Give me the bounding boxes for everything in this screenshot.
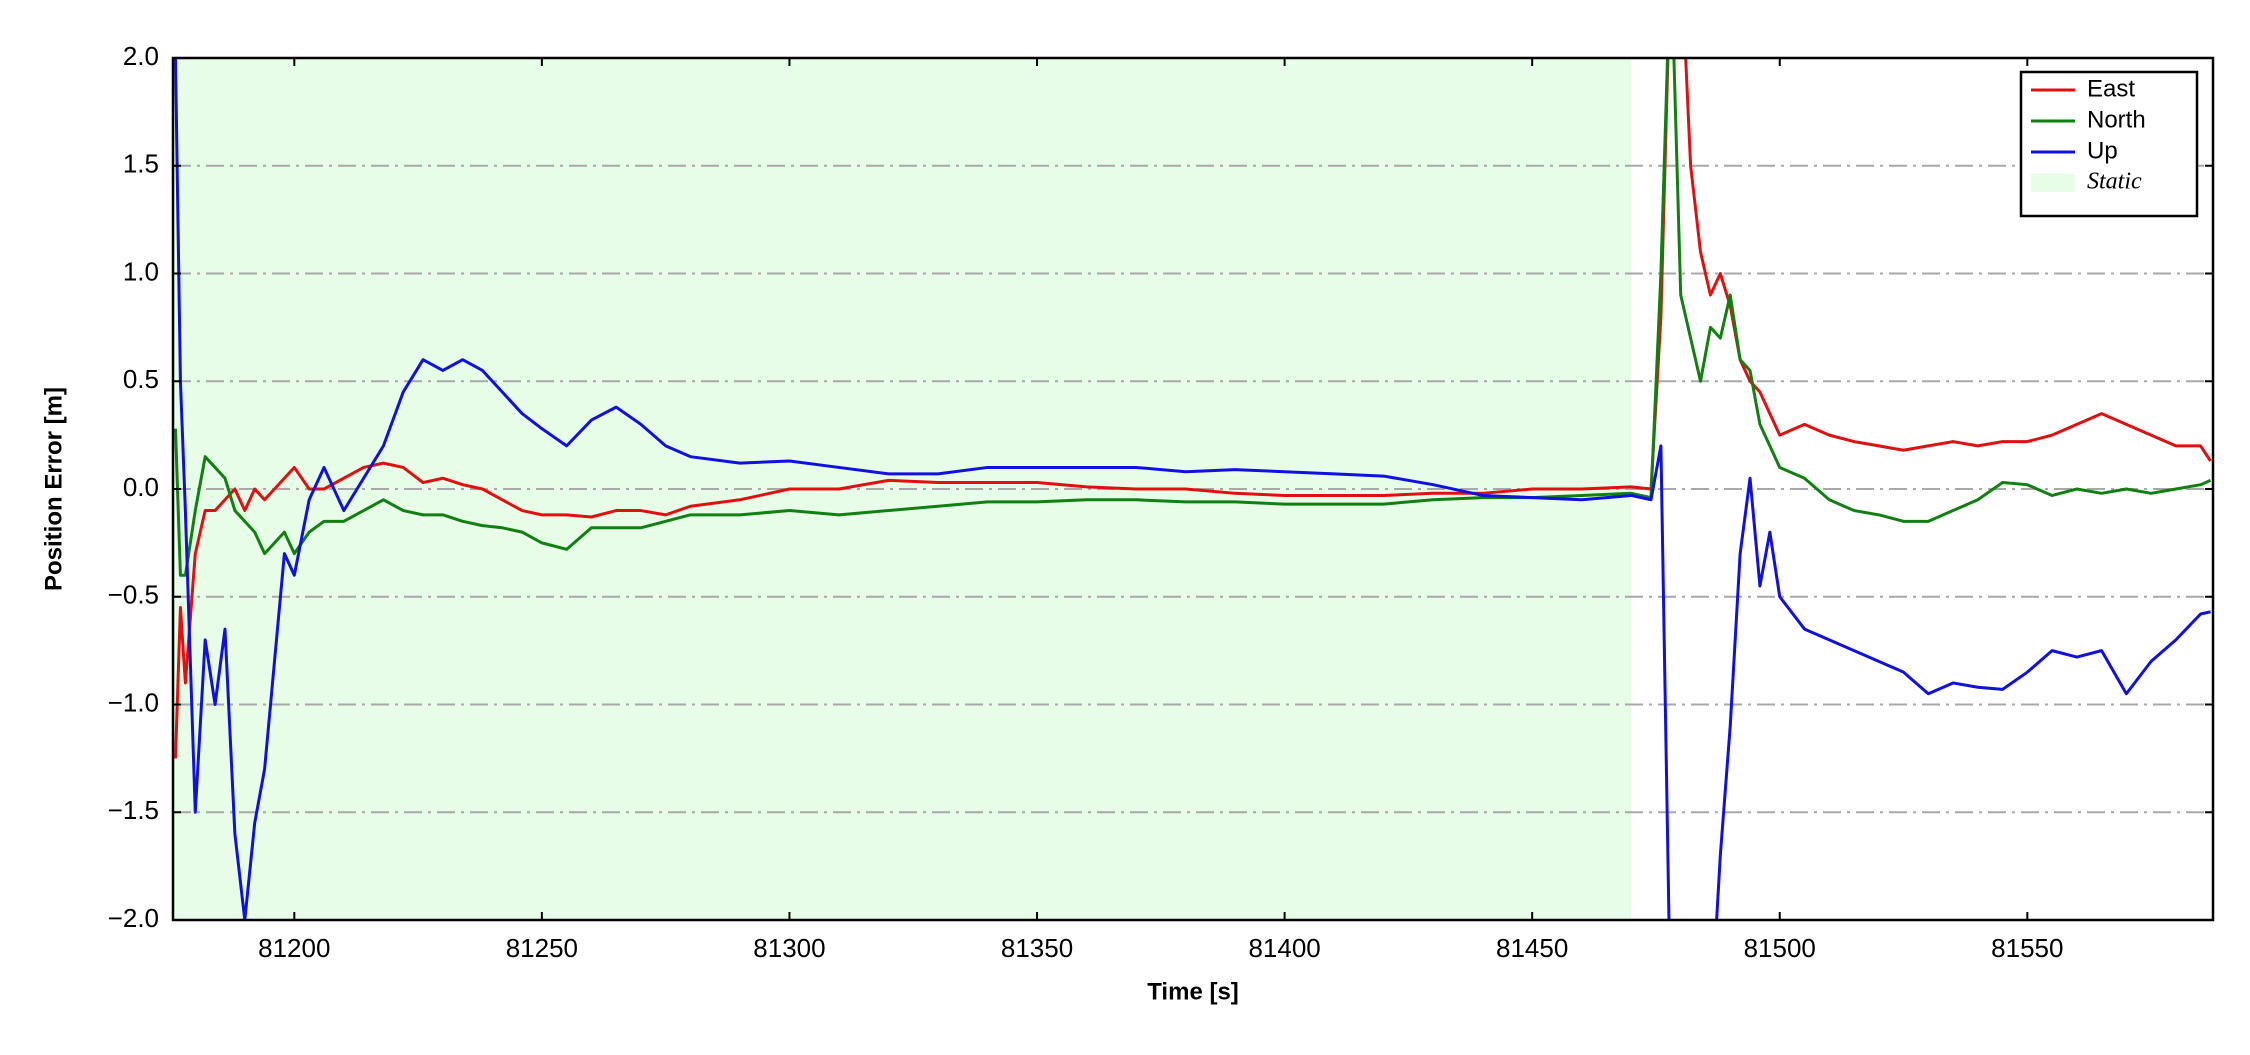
y-tick-label: 0.0 bbox=[123, 472, 159, 502]
y-tick-label: −2.0 bbox=[108, 903, 159, 933]
x-tick-label: 81300 bbox=[753, 933, 825, 963]
x-tick-label: 81200 bbox=[258, 933, 330, 963]
legend: East North Up Static bbox=[2019, 70, 2199, 218]
plot-background bbox=[173, 57, 2213, 921]
y-tick-label: −0.5 bbox=[108, 580, 159, 610]
y-tick-label: 0.5 bbox=[123, 364, 159, 394]
y-tick-label: 1.5 bbox=[123, 149, 159, 179]
legend-label: Static bbox=[2087, 169, 2142, 195]
legend-label: North bbox=[2087, 106, 2146, 133]
legend-box bbox=[2019, 70, 2199, 218]
series-line bbox=[173, 58, 2211, 920]
x-tick-label: 81450 bbox=[1496, 933, 1568, 963]
x-axis-label: Time [s] bbox=[1147, 978, 1239, 1005]
x-tick-label: 81350 bbox=[1001, 933, 1073, 963]
y-tick-label: 2.0 bbox=[123, 41, 159, 71]
y-axis-label: Position Error [m] bbox=[40, 387, 67, 591]
series-line bbox=[173, 58, 2212, 759]
legend-swatch bbox=[2031, 174, 2075, 192]
y-tick-label: −1.0 bbox=[108, 687, 159, 717]
x-tick-label: 81250 bbox=[506, 933, 578, 963]
x-tick-label: 81550 bbox=[1991, 933, 2063, 963]
legend-label: Up bbox=[2087, 137, 2118, 164]
x-tick-label: 81500 bbox=[1744, 933, 1816, 963]
y-tick-label: 1.0 bbox=[123, 256, 159, 286]
legend-label: East bbox=[2087, 75, 2135, 102]
series-line bbox=[173, 58, 2212, 577]
x-tick-label: 81400 bbox=[1248, 933, 1320, 963]
plot-lines bbox=[173, 58, 2212, 920]
y-tick-label: −1.5 bbox=[108, 795, 159, 825]
